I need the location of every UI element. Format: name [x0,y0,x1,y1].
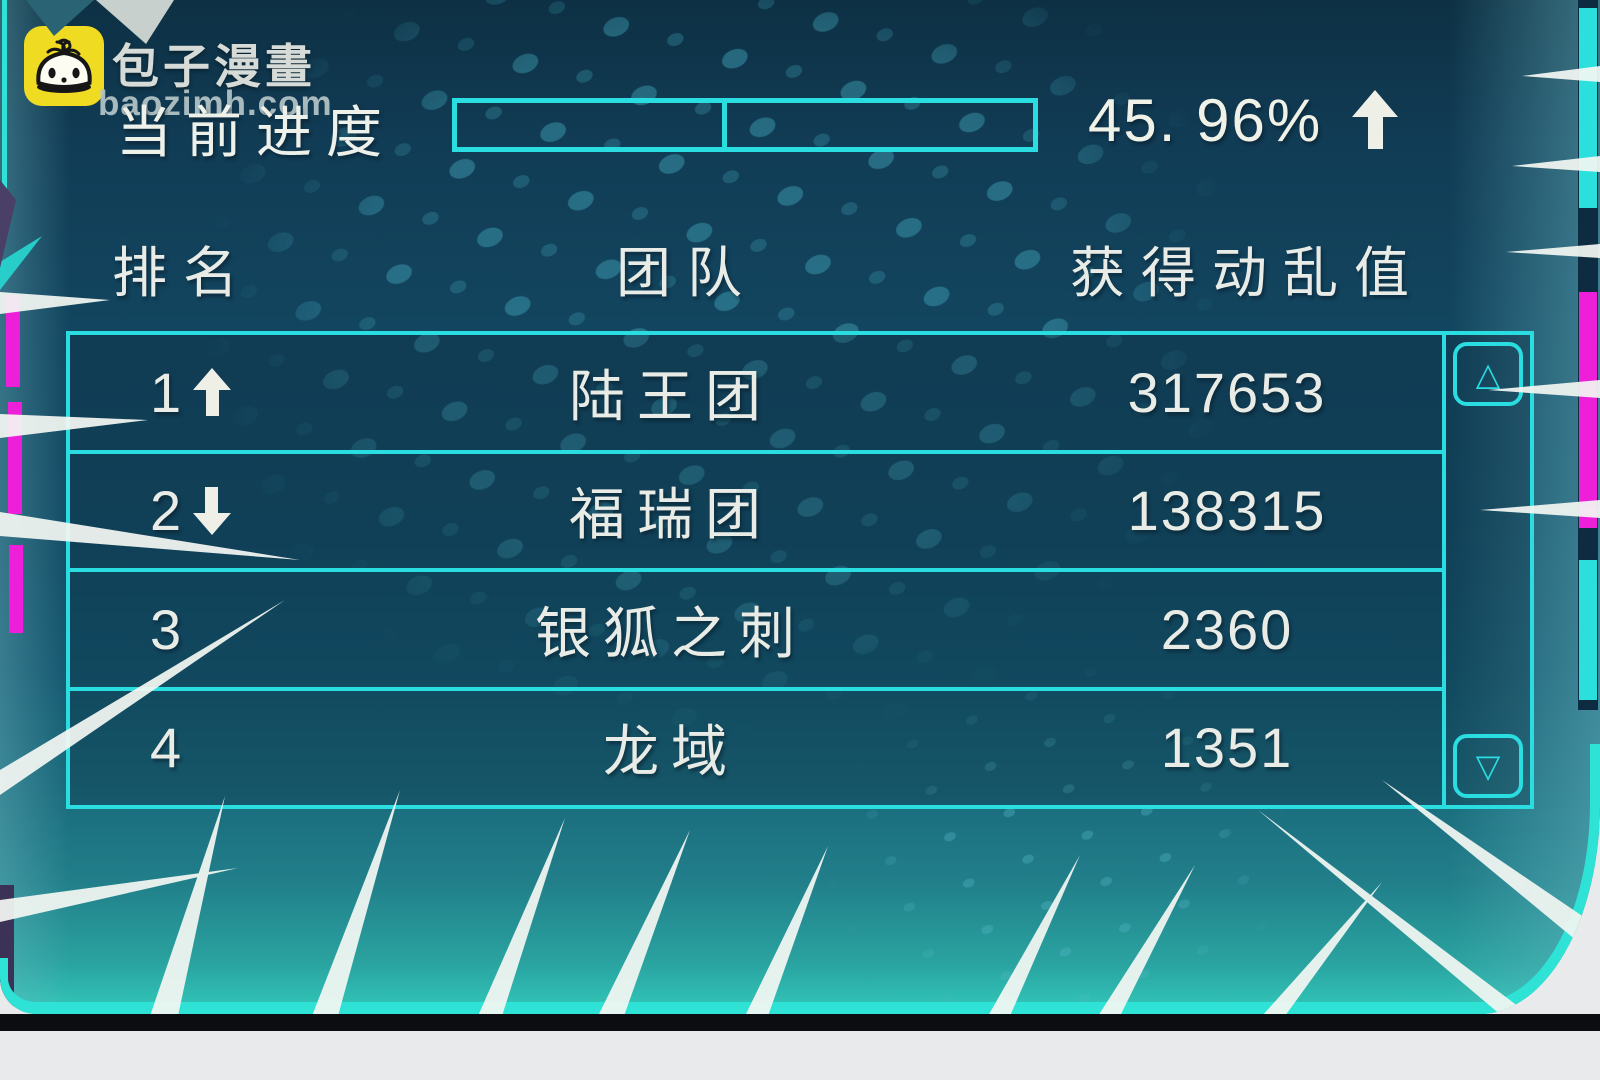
table-row: 1 陆王团 317653 [70,335,1442,450]
team-name: 福瑞团 [569,483,773,547]
progress-percent: 45. 96% [1088,87,1323,154]
column-header-value: 获得动乱值 [1070,242,1426,304]
team-name: 龙域 [603,720,739,784]
leaderboard-table: 1 陆王团 317653 2 福瑞团 138315 3 银狐之刺 2360 4 … [66,331,1534,809]
column-header-rank: 排名 [112,242,255,304]
up-arrow-icon [193,368,232,417]
team-name: 陆王团 [569,364,773,428]
table-row: 3 银狐之刺 2360 [70,568,1442,687]
chaos-value: 2360 [1160,597,1294,661]
leaderboard-rows: 1 陆王团 317653 2 福瑞团 138315 3 银狐之刺 2360 4 … [70,335,1442,805]
bottom-black-strip [0,1014,1600,1031]
rank-cell: 3 [70,597,330,662]
triangle-up-icon: △ [1475,356,1501,392]
rank-value: 2 [150,479,182,543]
rank-value: 1 [150,360,182,424]
up-arrow-icon [1352,90,1398,149]
chaos-value: 1351 [1160,716,1294,780]
baozi-bun-icon [24,26,104,106]
rank-cell: 4 [70,715,330,780]
chaos-value: 317653 [1127,360,1327,424]
watermark-brand-name: 包子漫畫 [112,40,316,93]
watermark-domain: baozimh.com [98,84,333,123]
comic-panel: 包子漫畫 baozimh.com 当前进度 45. 96% 排名 团队 获得动乱… [0,0,1600,1014]
column-header-team: 团队 [616,242,759,304]
left-magenta-strip [6,295,20,387]
rank-value: 3 [150,597,182,661]
rank-value: 4 [150,716,182,780]
progress-label: 当前进度 [116,101,396,164]
scroll-up-button[interactable]: △ [1453,342,1523,406]
down-arrow-icon [193,486,232,535]
scrollbar[interactable]: △ ▽ [1442,335,1530,805]
progress-bar [452,98,1038,152]
panel-bottom-border [20,1002,1500,1014]
team-name: 银狐之刺 [535,601,807,665]
right-cyan-strip [1579,560,1597,700]
rank-cell: 1 [70,360,330,425]
table-row: 4 龙域 1351 [70,686,1442,806]
right-magenta-strip [1579,292,1597,528]
rank-cell: 2 [70,478,330,543]
chaos-value: 138315 [1127,479,1327,543]
progress-divider [721,103,727,147]
table-row: 2 福瑞团 138315 [70,449,1442,569]
panel-left-border-line [2,0,7,235]
